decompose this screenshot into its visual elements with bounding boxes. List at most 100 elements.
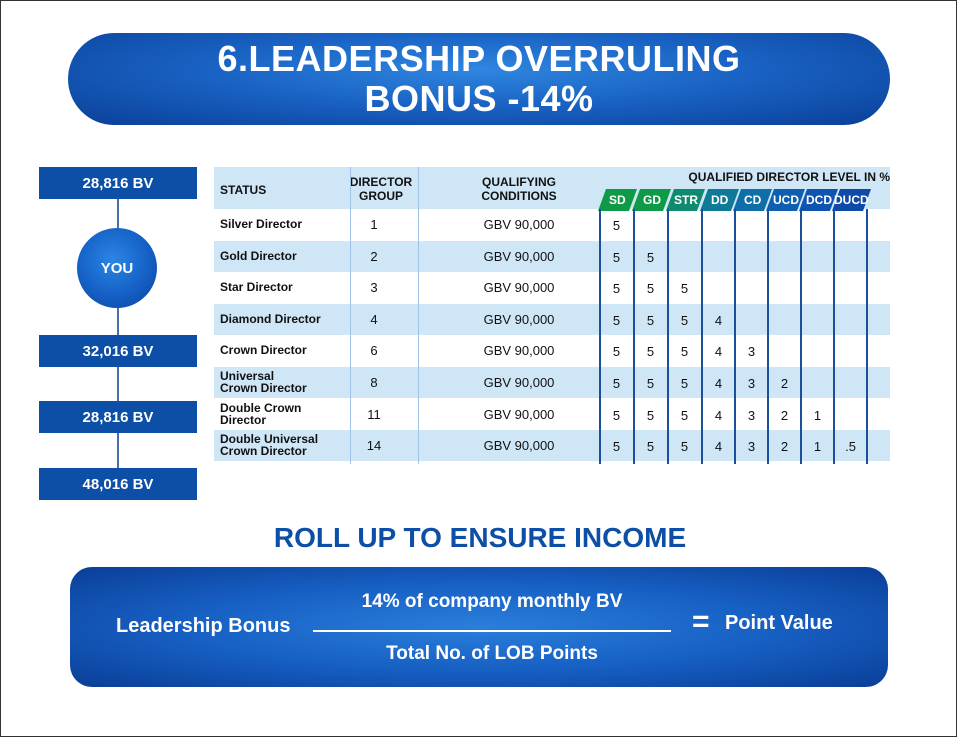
level-badge-label: DUCD (834, 193, 869, 207)
status-cell: Gold Director (220, 250, 297, 262)
level-value-cell: 5 (612, 312, 621, 328)
tree-connector (117, 367, 119, 403)
level-value-cell: 1 (813, 439, 822, 455)
level-value-cell: 2 (780, 407, 789, 423)
level-column-divider (633, 209, 635, 464)
status-cell: Crown Director (220, 344, 307, 356)
level-value-cell: 5 (680, 439, 689, 455)
level-value-cell: 4 (714, 407, 723, 423)
header-director-group: DIRECTOR GROUP (349, 175, 413, 203)
status-line-1: Double Crown (220, 400, 302, 415)
level-value-cell: 4 (714, 439, 723, 455)
level-value-cell: 5 (680, 312, 689, 328)
qualifying-cell: GBV 90,000 (483, 311, 555, 327)
director-group-cell: 8 (370, 375, 378, 390)
level-badge-label: DCD (805, 193, 832, 207)
formula-panel: Leadership Bonus 14% of company monthly … (70, 567, 888, 687)
level-column-divider (833, 209, 835, 464)
title-line-1: 6.LEADERSHIP OVERRULING (217, 38, 741, 79)
status-line-1: Gold Director (220, 248, 297, 263)
level-value-cell: .5 (845, 439, 856, 455)
director-group-cell: 11 (367, 406, 381, 422)
status-line-1: Universal (220, 369, 275, 383)
header-qualified-level: QUALIFIED DIRECTOR LEVEL IN % (688, 170, 890, 184)
level-value-cell: 5 (646, 281, 655, 297)
table-row: Double Crown Director 11 GBV 90,000 5 5 5 4 3 2 1 (214, 399, 890, 430)
level-value-cell: 4 (714, 312, 723, 328)
status-cell: Diamond Director (220, 313, 321, 325)
level-badge-label: DD (710, 193, 729, 207)
level-value-cell: 2 (780, 439, 789, 455)
table-row: Silver Director 1 GBV 90,000 5 (214, 209, 890, 240)
level-value-cell: 5 (680, 376, 689, 391)
you-node: YOU (77, 228, 157, 308)
level-value-cell: 5 (612, 407, 621, 423)
qualifying-cell: GBV 90,000 (483, 375, 555, 390)
level-column-divider (767, 209, 769, 464)
qualifying-cell: GBV 90,000 (483, 406, 555, 422)
level-value-cell: 5 (646, 249, 655, 265)
rollup-heading: ROLL UP TO ENSURE INCOME (273, 522, 687, 553)
table-row: Universal Crown Director 8 GBV 90,000 5 5 5 4 3 2 (214, 367, 890, 398)
level-value-cell: 5 (612, 439, 621, 455)
status-cell: Universal Crown Director (220, 370, 307, 394)
formula-result: Point Value (725, 612, 833, 634)
status-line-2: Director (220, 412, 267, 427)
table-row: Gold Director 2 GBV 90,000 5 5 (214, 240, 890, 272)
status-cell: Silver Director (220, 218, 302, 230)
tree-connector (117, 432, 119, 468)
status-line-2: Crown Director (220, 444, 307, 459)
level-column-divider (599, 209, 601, 464)
level-badge-label: GD (642, 193, 661, 207)
tree-connector (117, 307, 119, 337)
level-value-cell: 5 (646, 344, 655, 360)
level-badge-label: CD (743, 193, 762, 207)
level-value-cell: 5 (612, 281, 621, 297)
level-value-cell: 5 (612, 249, 621, 265)
table-row: Diamond Director 4 GBV 90,000 5 5 5 4 (214, 303, 890, 335)
level-value-cell: 4 (714, 344, 723, 360)
director-group-cell: 3 (370, 280, 378, 296)
table-row: Star Director 3 GBV 90,000 5 5 5 (214, 272, 890, 303)
level-value-cell: 5 (646, 376, 655, 391)
status-cell: Double Crown Director (220, 402, 301, 426)
status-line-1: Crown Director (220, 343, 307, 358)
qualifying-cell: GBV 90,000 (483, 280, 555, 296)
bv-box-3: 48,016 BV (39, 468, 197, 500)
level-value-cell: 1 (813, 407, 822, 423)
status-line-1: Star Director (220, 280, 293, 295)
page-title: 6.LEADERSHIP OVERRULING BONUS -14% (68, 33, 890, 125)
level-column-divider (701, 209, 703, 464)
qualifying-cell: GBV 90,000 (483, 438, 555, 454)
qualifying-cell: GBV 90,000 (483, 217, 555, 232)
level-value-cell: 5 (612, 376, 621, 391)
formula-denominator: Total No. of LOB Points (386, 643, 598, 664)
level-value-cell: 5 (612, 344, 621, 360)
level-value-cell: 3 (747, 376, 756, 391)
status-line-1: Silver Director (220, 217, 303, 231)
qualifying-cell: GBV 90,000 (483, 248, 555, 264)
column-divider (350, 167, 351, 464)
director-group-cell: 1 (370, 217, 378, 232)
level-badge-label: SD (609, 193, 626, 207)
formula-lead: Leadership Bonus (116, 615, 291, 637)
level-value-cell: 5 (646, 407, 655, 423)
status-cell: Double Universal Crown Director (220, 433, 318, 457)
level-column-divider (734, 209, 736, 464)
title-line-2: BONUS -14% (364, 78, 594, 119)
header-qualifying: QUALIFYING CONDITIONS (481, 175, 557, 203)
level-value-cell: 2 (780, 376, 789, 391)
level-value-cell: 3 (747, 439, 756, 455)
column-divider (418, 167, 419, 464)
tree-connector (117, 199, 119, 229)
status-cell: Star Director (220, 281, 293, 293)
level-value-cell: 5 (680, 407, 689, 423)
director-group-cell: 2 (370, 248, 378, 264)
level-value-cell: 4 (714, 376, 723, 391)
formula-numerator: 14% of company monthly BV (361, 591, 623, 612)
level-column-divider (667, 209, 669, 464)
level-badge-label: UCD (772, 193, 799, 207)
bv-box-2: 28,816 BV (39, 401, 197, 433)
bv-box-top: 28,816 BV (39, 167, 197, 199)
level-value-cell: 3 (747, 344, 756, 360)
